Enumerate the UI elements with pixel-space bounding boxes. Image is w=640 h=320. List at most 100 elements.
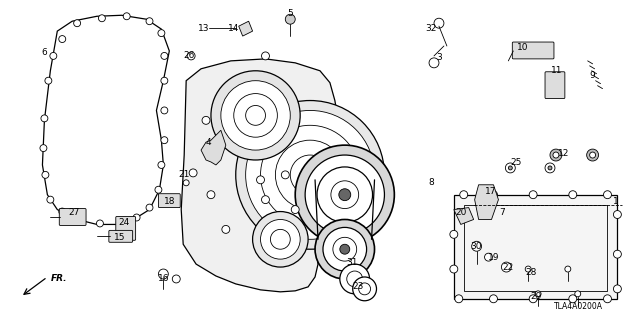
Text: 11: 11 (551, 66, 563, 75)
Text: 23: 23 (352, 282, 364, 292)
Circle shape (604, 295, 611, 303)
Circle shape (613, 211, 621, 219)
Circle shape (587, 149, 598, 161)
Circle shape (450, 230, 458, 238)
Circle shape (116, 219, 124, 226)
Text: 17: 17 (484, 187, 496, 196)
Circle shape (133, 214, 140, 221)
FancyBboxPatch shape (159, 194, 180, 208)
Circle shape (202, 116, 210, 124)
Circle shape (613, 285, 621, 293)
Circle shape (187, 52, 195, 60)
Circle shape (159, 269, 168, 279)
Circle shape (525, 266, 531, 272)
Circle shape (234, 93, 277, 137)
Text: 5: 5 (287, 9, 293, 18)
Circle shape (340, 264, 369, 294)
Circle shape (302, 167, 318, 183)
Circle shape (490, 295, 497, 303)
Text: 27: 27 (68, 208, 80, 217)
Text: 25: 25 (511, 158, 522, 167)
Circle shape (161, 107, 168, 114)
Text: 20: 20 (455, 208, 467, 217)
Text: 3: 3 (436, 53, 442, 62)
Circle shape (317, 167, 372, 222)
Circle shape (429, 58, 439, 68)
Circle shape (260, 125, 360, 224)
Circle shape (45, 77, 52, 84)
Circle shape (74, 20, 81, 27)
Circle shape (333, 237, 356, 261)
Text: 29: 29 (531, 292, 542, 301)
Circle shape (282, 171, 289, 179)
Circle shape (262, 52, 269, 60)
Text: TLA4A0200A: TLA4A0200A (554, 302, 602, 311)
Circle shape (285, 14, 295, 24)
Text: 31: 31 (346, 258, 358, 267)
Circle shape (506, 163, 515, 173)
Polygon shape (454, 208, 474, 224)
Circle shape (484, 253, 493, 261)
Circle shape (535, 291, 541, 297)
Text: 24: 24 (118, 218, 129, 227)
Circle shape (291, 155, 330, 195)
Text: 16: 16 (157, 275, 169, 284)
Circle shape (59, 208, 66, 215)
Polygon shape (239, 21, 253, 36)
Circle shape (340, 244, 349, 254)
Circle shape (41, 115, 48, 122)
Text: 9: 9 (589, 71, 595, 80)
Circle shape (161, 137, 168, 144)
Circle shape (575, 291, 580, 297)
Circle shape (260, 220, 300, 259)
Circle shape (47, 196, 54, 203)
Circle shape (358, 283, 371, 295)
Circle shape (183, 180, 189, 186)
Polygon shape (454, 195, 618, 299)
Circle shape (146, 18, 153, 25)
FancyBboxPatch shape (116, 217, 136, 240)
Circle shape (161, 52, 168, 60)
Text: 10: 10 (516, 44, 528, 52)
Circle shape (529, 191, 537, 199)
Text: 4: 4 (205, 138, 211, 147)
Circle shape (99, 15, 106, 22)
Circle shape (569, 295, 577, 303)
Circle shape (569, 191, 577, 199)
Circle shape (246, 106, 266, 125)
Circle shape (40, 145, 47, 152)
Polygon shape (181, 59, 340, 292)
Circle shape (207, 191, 215, 199)
Circle shape (434, 18, 444, 28)
Circle shape (545, 163, 555, 173)
Polygon shape (201, 130, 226, 165)
Text: 28: 28 (525, 268, 537, 276)
Circle shape (315, 220, 374, 279)
Circle shape (50, 52, 57, 60)
Text: 26: 26 (184, 52, 195, 60)
Circle shape (222, 225, 230, 233)
Circle shape (158, 162, 165, 168)
Circle shape (42, 172, 49, 178)
Circle shape (189, 169, 197, 177)
Text: 30: 30 (470, 242, 481, 251)
Circle shape (553, 152, 559, 158)
Circle shape (295, 145, 394, 244)
Circle shape (460, 191, 468, 199)
Text: 12: 12 (558, 148, 570, 157)
Text: 22: 22 (503, 263, 514, 272)
Text: 13: 13 (198, 24, 210, 33)
Circle shape (97, 220, 104, 227)
Text: 1: 1 (612, 197, 618, 206)
Circle shape (604, 191, 611, 199)
Circle shape (565, 266, 571, 272)
Circle shape (212, 151, 220, 159)
Circle shape (490, 191, 497, 199)
Circle shape (77, 216, 84, 223)
Circle shape (508, 166, 512, 170)
Circle shape (501, 262, 511, 272)
Text: 8: 8 (428, 178, 434, 187)
Circle shape (353, 277, 376, 301)
Circle shape (455, 295, 463, 303)
Circle shape (529, 295, 537, 303)
